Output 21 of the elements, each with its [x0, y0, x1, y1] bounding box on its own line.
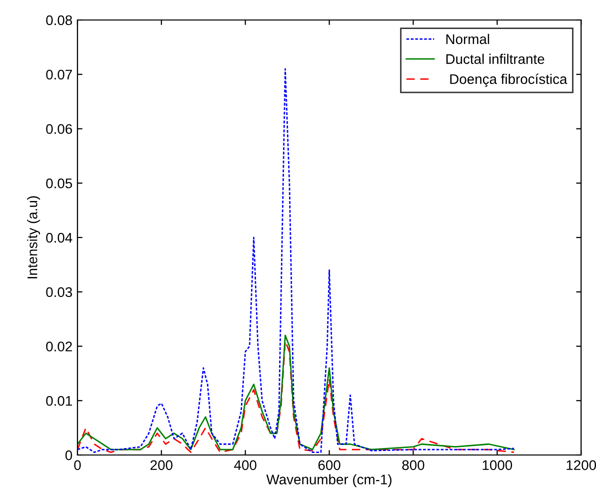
y-tick-label: 0.07 — [46, 70, 72, 80]
x-tick-label: 0 — [74, 460, 81, 470]
y-tick-label: 0.03 — [46, 287, 72, 298]
x-tick-label: 1200 — [566, 460, 596, 470]
x-tick-label: 400 — [234, 460, 256, 470]
y-tick-label: 0.08 — [46, 15, 72, 26]
y-tick-label: 0.05 — [46, 178, 72, 188]
y-tick-label: 0 — [65, 450, 72, 460]
x-tick-label: 200 — [150, 460, 172, 470]
legend-label: Ductal infiltrante — [446, 54, 544, 64]
y-axis-title: Intensity (a.u) — [27, 196, 40, 278]
y-tick-label: 0.04 — [46, 232, 72, 243]
y-tick-label: 0.02 — [46, 342, 72, 352]
x-axis-title: Wavenumber (cm-1) — [266, 474, 392, 488]
legend-label: Normal — [446, 34, 490, 44]
y-tick-label: 0.06 — [46, 124, 72, 134]
x-tick-label: 1000 — [482, 460, 512, 470]
legend-label: Doença fibrocística — [450, 74, 568, 87]
x-tick-label: 600 — [318, 460, 340, 470]
x-tick-label: 800 — [402, 460, 424, 470]
y-tick-label: 0.01 — [46, 396, 72, 406]
